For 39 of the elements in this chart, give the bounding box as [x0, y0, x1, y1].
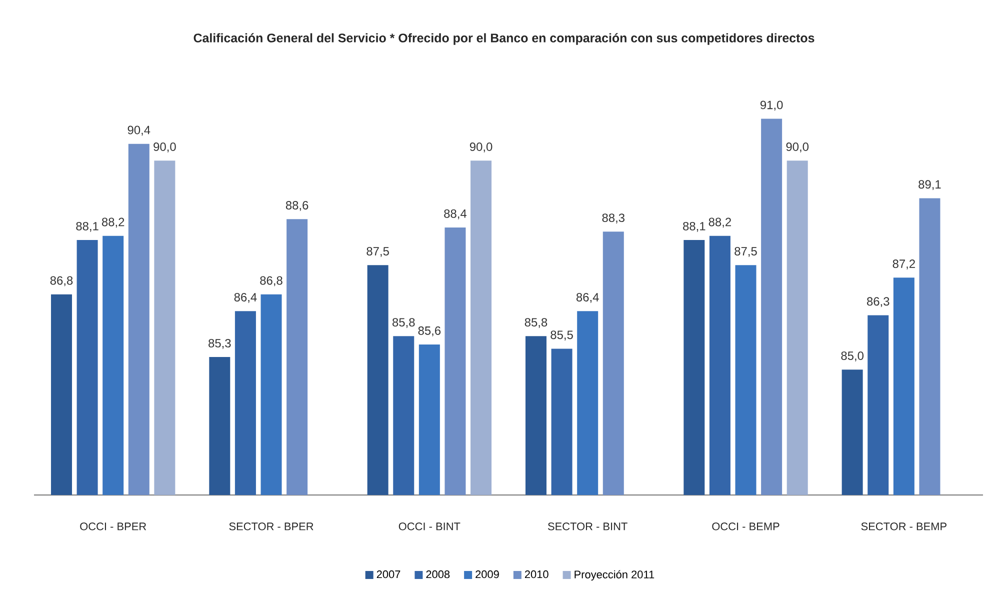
data-label: 88,3: [602, 214, 624, 224]
data-label: 86,8: [50, 276, 73, 286]
data-label: 86,4: [576, 292, 599, 303]
data-label: 88,2: [102, 218, 124, 228]
data-label: 87,5: [734, 247, 757, 257]
data-label: 90,0: [470, 142, 492, 152]
legend-label: 2008: [426, 570, 450, 578]
data-label: 86,4: [234, 292, 257, 303]
x-tick-label: SECTOR - BEMP: [861, 522, 946, 530]
data-label: 88,4: [444, 209, 467, 220]
data-label: 89,1: [918, 180, 941, 190]
data-label: 85,0: [841, 352, 864, 362]
legend-label: 2010: [524, 570, 548, 578]
data-label: 90,0: [154, 142, 176, 152]
legend-label: 2009: [476, 570, 499, 578]
data-label: 88,2: [708, 218, 731, 228]
legend-label: Proyección 2011: [574, 570, 654, 581]
x-tick-label: OCCI - BINT: [398, 522, 460, 530]
data-label: 85,5: [550, 330, 573, 340]
data-label: 88,1: [76, 222, 98, 232]
data-label: 90,0: [786, 142, 809, 152]
x-tick-label: OCCI - BEMP: [712, 522, 780, 530]
data-label: 85,6: [418, 326, 441, 336]
data-label: 86,3: [867, 297, 890, 308]
data-label: 87,5: [366, 247, 389, 257]
data-label: 88,1: [683, 222, 706, 232]
data-label: 88,6: [286, 201, 308, 211]
legend-label: 2007: [376, 570, 400, 578]
data-label: 86,8: [260, 276, 282, 286]
data-label: 85,8: [392, 318, 415, 328]
chart-title: Calificación General del Servicio * Ofrecido por el Banco en comparación con sus competidores directos: [194, 33, 814, 45]
data-label: 90,4: [128, 126, 150, 136]
x-tick-label: OCCI - BPER: [80, 522, 146, 530]
data-label: 87,2: [892, 260, 915, 270]
data-label: 91,0: [760, 100, 783, 111]
x-tick-label: SECTOR - BINT: [548, 522, 628, 530]
x-tick-label: SECTOR - BPER: [229, 522, 314, 530]
data-label: 85,8: [524, 318, 548, 328]
data-label: 85,3: [208, 338, 231, 349]
